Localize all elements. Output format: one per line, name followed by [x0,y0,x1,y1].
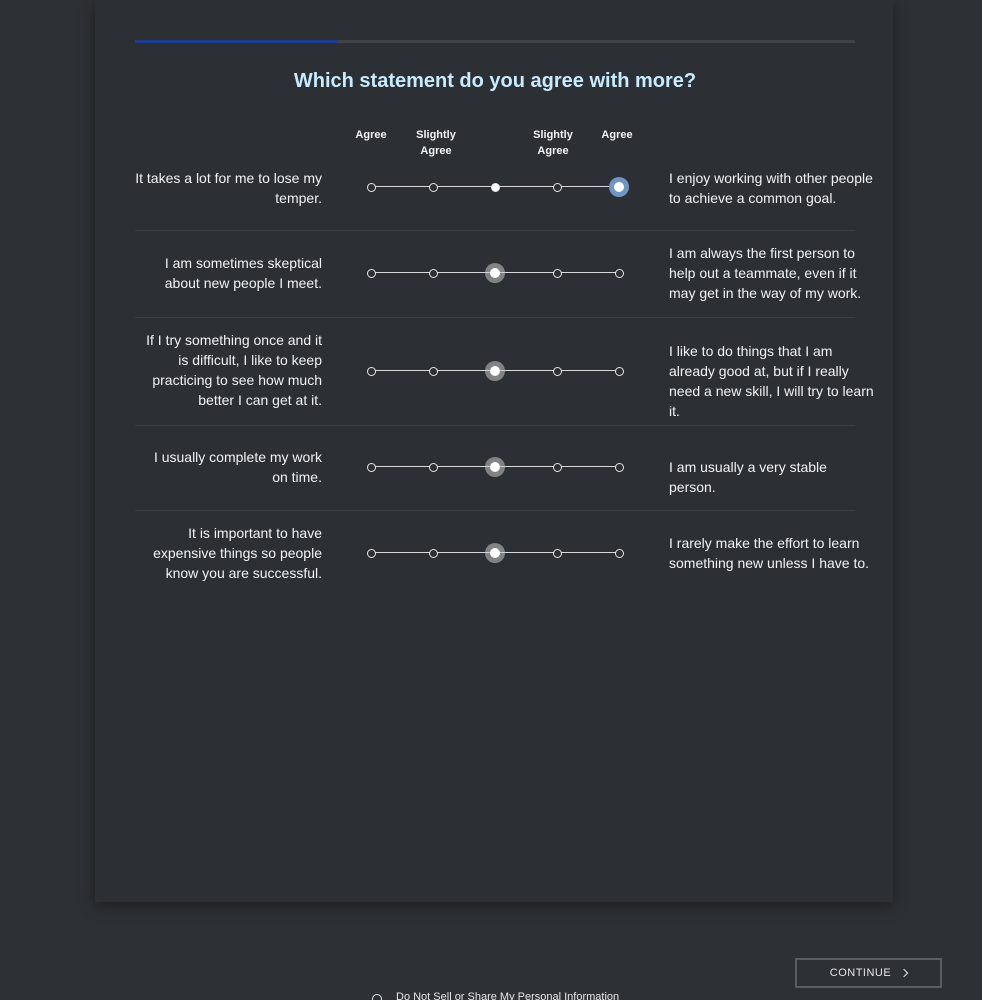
question-title: Which statement do you agree with more? [293,70,697,92]
slider-option-4[interactable] [614,268,624,278]
slider-option-0[interactable] [366,548,376,558]
slider-option-3[interactable] [552,462,562,472]
slider-option-2[interactable] [490,182,500,192]
statement-row: It takes a lot for me to lose my temper.… [135,160,873,231]
scale-label-agree-right: Agree [601,129,633,141]
statement-left: I am sometimes skeptical about new peopl… [164,255,322,291]
statement-right: I am usually a very stable person. [669,459,827,495]
statement-left: If I try something once and it is diffic… [146,332,322,408]
slider-option-1[interactable] [428,182,438,192]
slider-option-0[interactable] [366,462,376,472]
progress-bar-fill [135,40,337,43]
statement-row: I usually complete my work on time. I am… [135,425,855,511]
agreement-slider[interactable] [366,261,624,285]
statement-row: It is important to have expensive things… [135,510,869,590]
row-divider [135,230,855,231]
slider-option-3[interactable] [552,268,562,278]
slider-option-0[interactable] [366,268,376,278]
progress-bar [135,40,855,43]
slider-option-1[interactable] [428,462,438,472]
statement-left: I usually complete my work on time. [153,449,322,485]
slider-option-2[interactable] [490,462,500,472]
scale-label-slightly-agree-right: Slightly Agree [533,129,573,157]
slider-option-0[interactable] [366,182,376,192]
slider-option-4[interactable] [614,462,624,472]
scale-label-agree-left: Agree [355,129,387,141]
privacy-link-label: Do Not Sell or Share My Personal Informa… [396,991,620,1000]
slider-option-2[interactable] [490,366,500,376]
row-divider [135,425,855,426]
slider-option-3[interactable] [552,366,562,376]
statement-right: I am always the first person to help out… [669,245,862,301]
privacy-link[interactable]: Do Not Sell or Share My Personal Informa… [369,990,620,1000]
statement-right: I like to do things that I am already go… [669,343,874,419]
slider-option-4[interactable] [614,548,624,558]
slider-option-1[interactable] [428,366,438,376]
continue-button[interactable]: CONTINUE [795,958,942,988]
row-divider [135,317,855,318]
row-divider [135,510,855,511]
agreement-slider[interactable] [366,359,624,383]
statement-row: If I try something once and it is diffic… [135,317,874,426]
location-pin-icon [369,991,385,1000]
slider-option-1[interactable] [428,268,438,278]
agreement-slider[interactable] [366,541,624,565]
chevron-right-icon [899,968,909,978]
continue-label: CONTINUE [829,967,892,979]
slider-option-1[interactable] [428,548,438,558]
slider-option-2[interactable] [490,548,500,558]
scale-label-slightly-agree-left: Slightly Agree [416,129,456,157]
slider-option-2[interactable] [490,268,500,278]
slider-option-4[interactable] [614,182,624,192]
statement-right: I rarely make the effort to learn someth… [669,535,870,571]
statement-left: It takes a lot for me to lose my temper. [135,170,322,206]
statement-left: It is important to have expensive things… [153,525,322,581]
slider-option-3[interactable] [552,182,562,192]
statement-row: I am sometimes skeptical about new peopl… [135,230,861,318]
agreement-slider[interactable] [366,175,624,199]
question-card [95,0,893,902]
agreement-slider[interactable] [366,455,624,479]
slider-option-4[interactable] [614,366,624,376]
statement-right: I enjoy working with other people to ach… [669,170,873,206]
slider-option-3[interactable] [552,548,562,558]
slider-option-0[interactable] [366,366,376,376]
